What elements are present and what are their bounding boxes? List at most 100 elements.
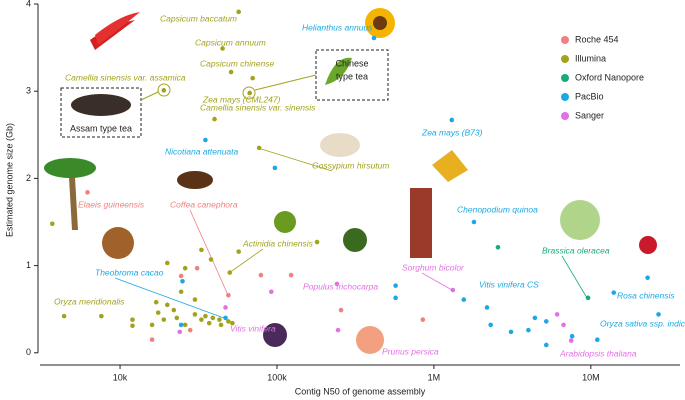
x-tick-label: 100k	[267, 372, 287, 382]
image-label: Chinese	[335, 58, 368, 68]
point	[178, 322, 184, 328]
annotation: Vitis vinifera CS	[479, 279, 539, 289]
annotation: Capsicum chinense	[200, 58, 274, 68]
legend-label: PacBio	[575, 91, 604, 101]
point	[256, 145, 262, 151]
point	[199, 317, 204, 322]
point	[171, 307, 177, 313]
connector	[189, 209, 229, 296]
point	[85, 190, 90, 195]
annotation: Helianthus annuus	[302, 22, 373, 32]
annotation: Capsicum annuum	[195, 37, 266, 47]
point	[371, 35, 377, 41]
kiwi-image	[274, 211, 296, 233]
y-tick-label: 3	[26, 86, 31, 96]
point	[155, 310, 161, 315]
tree-image	[343, 228, 367, 252]
point	[526, 327, 531, 333]
rose-image	[639, 236, 657, 254]
annotation: Sorghum bicolor	[402, 262, 465, 272]
connector	[254, 74, 317, 91]
annotation: Actinidia chinensis	[242, 238, 314, 248]
grape-image	[263, 323, 287, 347]
annotation: Arabidopsis thaliana	[559, 348, 637, 358]
annotation: Coffea canephora	[170, 199, 238, 209]
cabbage-image	[560, 200, 600, 240]
legend-marker	[561, 55, 569, 63]
connector	[421, 272, 453, 291]
annotation: Vitis vinifera	[230, 323, 276, 333]
point	[223, 305, 228, 310]
point	[595, 337, 600, 343]
connector	[228, 248, 264, 274]
point	[236, 9, 241, 15]
point	[227, 270, 233, 275]
point	[543, 342, 549, 348]
palm-image	[44, 158, 96, 178]
annotation: Oryza meridionalis	[54, 296, 125, 306]
point	[226, 292, 231, 298]
point	[178, 273, 184, 279]
point	[61, 313, 67, 319]
connector	[561, 255, 588, 299]
point	[130, 317, 135, 322]
point	[230, 320, 235, 326]
point	[495, 244, 501, 250]
point	[554, 312, 560, 317]
point	[210, 315, 216, 321]
point	[461, 297, 467, 302]
point	[49, 221, 55, 227]
sunflower-image	[373, 16, 387, 30]
point	[217, 317, 222, 322]
image-label: Assam type tea	[70, 123, 132, 133]
point	[182, 265, 188, 271]
annotation: Nicotiana attenuata	[165, 146, 239, 156]
x-tick-label: 10M	[582, 372, 600, 382]
annotation: Oryza sativa ssp. indica	[600, 318, 685, 328]
point	[268, 289, 274, 295]
cacao-image	[102, 227, 134, 259]
annotation: Zea mays (B73)	[421, 127, 483, 137]
annotation: Brassica oleracea	[542, 245, 610, 255]
connector	[257, 147, 333, 172]
point	[334, 281, 340, 287]
point	[180, 278, 185, 284]
x-axis-label: Contig N50 of genome assembly	[295, 386, 426, 396]
point	[561, 322, 566, 328]
annotation: Populus trichocarpa	[303, 281, 378, 291]
point	[203, 313, 208, 319]
point	[656, 312, 661, 317]
point	[187, 327, 193, 333]
point	[192, 312, 198, 317]
point	[568, 338, 574, 343]
y-tick-label: 0	[26, 347, 31, 357]
point	[420, 317, 426, 322]
point	[208, 257, 214, 262]
point	[488, 322, 493, 328]
x-tick-label: 1M	[428, 372, 441, 382]
y-axis-label: Estimated genome size (Gb)	[4, 123, 14, 237]
sorghum-image	[410, 188, 432, 258]
point	[272, 165, 278, 171]
point	[393, 295, 398, 301]
point	[206, 320, 212, 326]
point	[218, 322, 224, 328]
point	[393, 283, 398, 288]
connector	[114, 277, 225, 319]
point	[203, 137, 208, 143]
point	[174, 315, 180, 321]
point	[149, 322, 155, 328]
point	[178, 289, 184, 295]
point	[288, 272, 294, 278]
annotation: Capsicum baccatum	[160, 13, 237, 23]
legend-marker	[561, 112, 569, 120]
highlight-ring	[242, 86, 256, 100]
point	[228, 69, 234, 75]
legend-marker	[561, 93, 569, 101]
point	[611, 290, 617, 295]
legend-label: Sanger	[575, 110, 604, 120]
annotation: Camellia sinensis var. assamica	[65, 72, 186, 82]
point	[450, 287, 456, 293]
legend-marker	[561, 36, 569, 44]
point	[471, 219, 477, 225]
